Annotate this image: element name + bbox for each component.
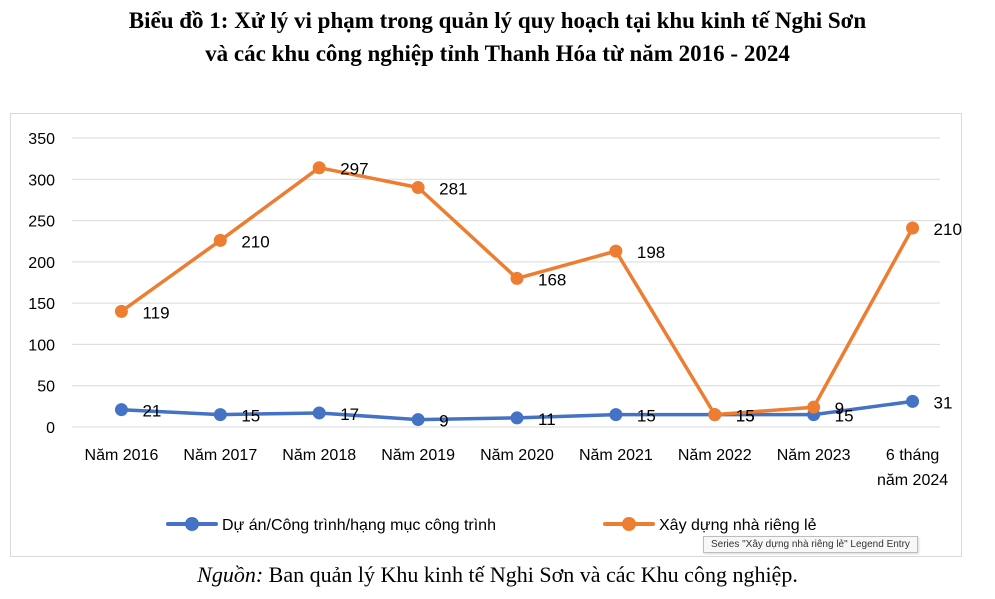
data-point [411,413,425,427]
x-tick-label: Năm 2020 [480,447,554,464]
source-prefix: Nguồn: [197,562,264,587]
data-label: 15 [241,407,260,426]
chart-title-line1: Biểu đồ 1: Xử lý vi phạm trong quản lý q… [128,8,867,33]
legend-marker [185,517,199,531]
data-label: 281 [439,180,467,199]
y-tick-label: 150 [28,296,55,313]
source-text: Ban quản lý Khu kinh tế Nghi Sơn và các … [263,562,798,587]
data-point [510,411,524,425]
data-point [411,181,425,195]
chart-title: Biểu đồ 1: Xử lý vi phạm trong quản lý q… [0,4,995,70]
data-point [312,161,326,175]
y-tick-label: 100 [28,337,55,354]
x-tick-label: Năm 2022 [678,447,752,464]
data-label: 198 [637,243,665,262]
data-point [609,244,623,258]
data-point [312,406,326,420]
data-label: 168 [538,270,566,289]
x-tick-label: Năm 2017 [183,447,257,464]
x-tick-label: Năm 2018 [282,447,356,464]
data-point [510,271,524,285]
legend-label: Dự án/Công trình/hạng mục công trình [222,517,496,534]
x-tick-label: Năm 2023 [777,447,851,464]
data-point [114,304,128,318]
y-tick-label: 50 [37,379,55,396]
legend-marker [622,517,636,531]
x-tick-label: Năm 2021 [579,447,653,464]
data-label: 9 [835,399,844,418]
x-tick-label: 6 tháng [886,447,939,464]
data-point [213,408,227,422]
data-point [114,403,128,417]
data-label: 21 [142,402,161,421]
source-note: Nguồn: Ban quản lý Khu kinh tế Nghi Sơn … [0,562,995,588]
data-point [906,221,920,235]
y-tick-label: 350 [28,131,55,148]
y-tick-label: 300 [28,172,55,189]
data-label: 15 [835,407,854,426]
data-label: 11 [538,410,556,429]
legend-label: Xây dựng nhà riêng lẻ [659,517,817,534]
data-label: 9 [439,412,448,431]
chart-area [10,113,962,557]
data-label: 15 [736,407,755,426]
data-label: 210 [934,220,962,239]
legend-entry-tooltip: Series "Xây dựng nhà riêng lẻ" Legend En… [703,536,918,553]
data-point [807,400,821,414]
y-tick-label: 250 [28,214,55,231]
data-point [708,408,722,422]
data-point [906,394,920,408]
x-tick-label: Năm 2016 [85,447,159,464]
data-label: 210 [241,232,269,251]
data-point [213,233,227,247]
y-tick-label: 0 [46,420,55,437]
chart-title-line2: và các khu công nghiệp tỉnh Thanh Hóa từ… [205,41,790,66]
data-label: 31 [934,393,953,412]
data-label: 15 [637,407,656,426]
data-label: 119 [142,303,169,322]
data-point [609,408,623,422]
data-label: 297 [340,160,368,179]
y-tick-label: 200 [28,255,55,272]
x-tick-label: năm 2024 [877,472,948,489]
data-label: 17 [340,405,359,424]
x-tick-label: Năm 2019 [381,447,455,464]
series-line [119,165,915,417]
